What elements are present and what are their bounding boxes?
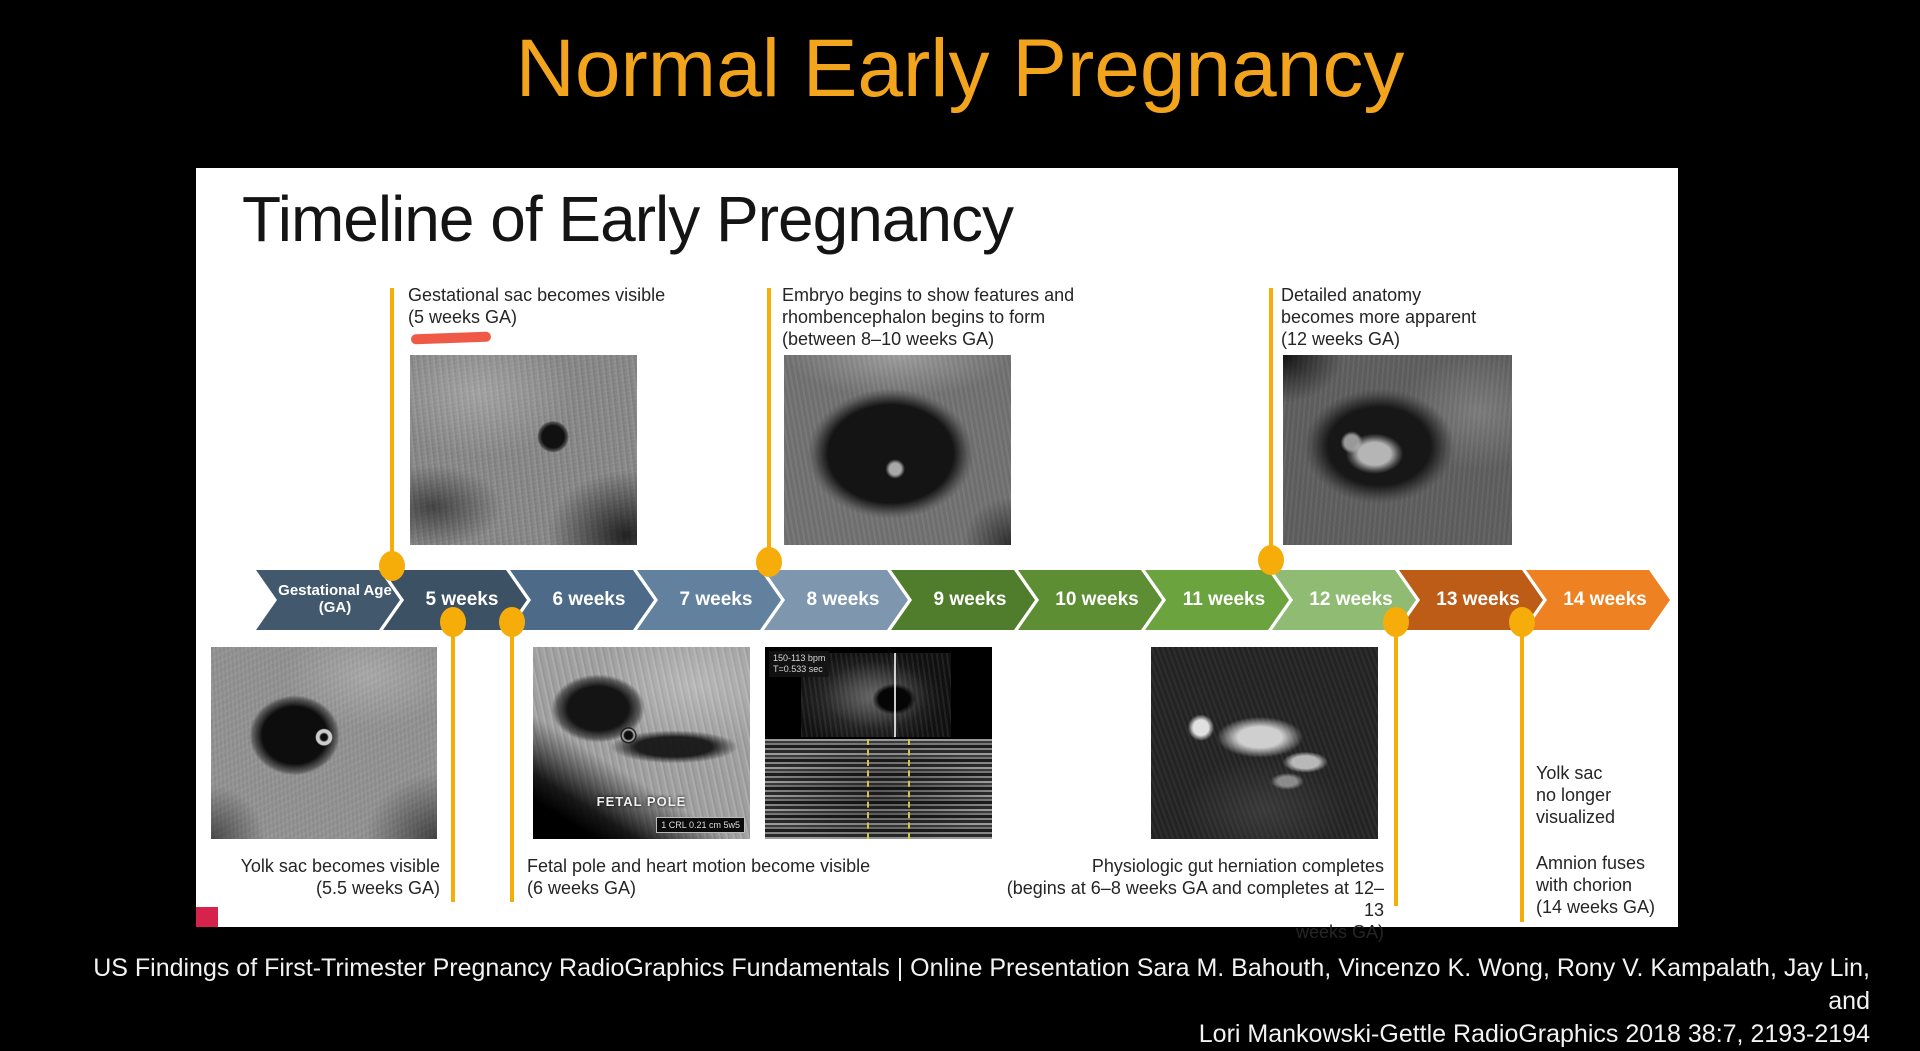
segment-label: Gestational Age (GA) <box>278 582 392 616</box>
annotation-yolk-sac-visible: Yolk sac becomes visible (5.5 weeks GA) <box>240 856 440 898</box>
connector-line-12-weeks <box>1269 288 1273 561</box>
segment-label: 14 weeks <box>1563 589 1647 611</box>
m-mode-trace <box>765 739 992 839</box>
segment-label: 6 weeks <box>552 589 626 611</box>
m-mode-caliper-2 <box>908 739 910 839</box>
panel-heading: Timeline of Early Pregnancy <box>242 183 1014 255</box>
m-mode-caliper-1 <box>867 739 870 839</box>
red-corner-mark <box>196 907 218 927</box>
marker-dot-13-weeks-bottom <box>1383 607 1409 637</box>
annotation-gestational-sac: Gestational sac becomes visible (5 weeks… <box>408 285 666 327</box>
segment-label: 5 weeks <box>425 589 499 611</box>
marker-dot-5-5-weeks-bottom <box>440 607 466 637</box>
timeline-segment-6-weeks: 6 weeks <box>510 570 654 630</box>
citation: US Findings of First-Trimester Pregnancy… <box>60 952 1870 1051</box>
marker-dot-12-weeks-top <box>1258 545 1284 575</box>
segment-label: 10 weeks <box>1055 589 1139 611</box>
segment-label: 7 weeks <box>679 589 753 611</box>
citation-line-2: Lori Mankowski-Gettle RadioGraphics 2018… <box>1198 1020 1870 1048</box>
segment-label: 13 weeks <box>1436 589 1520 611</box>
timeline-segment-11-weeks: 11 weeks <box>1145 570 1289 630</box>
connector-line-5-weeks <box>390 288 394 566</box>
marker-dot-8-weeks-top <box>756 547 782 577</box>
connector-line-yolk-sac <box>451 622 455 902</box>
segment-label: 11 weeks <box>1182 589 1266 611</box>
m-mode-cursor-line <box>894 652 897 738</box>
ultrasound-gestational-sac-image <box>410 355 637 545</box>
timeline-segment-ga: Gestational Age (GA) <box>256 570 400 630</box>
timeline-segment-7-weeks: 7 weeks <box>637 570 781 630</box>
connector-line-amnion <box>1520 622 1524 922</box>
ultrasound-12-weeks-image <box>1283 355 1512 545</box>
timeline-segment-8-weeks: 8 weeks <box>764 570 908 630</box>
annotation-embryo-features: Embryo begins to show features and rhomb… <box>782 285 1075 349</box>
slide-title: Normal Early Pregnancy <box>515 23 1405 114</box>
ultrasound-m-mode-image: 150-113 bpm T=0.533 sec <box>765 647 992 839</box>
segment-label: 12 weeks <box>1309 589 1393 611</box>
fetal-pole-measurement: 1 CRL 0.21 cm 5w5 <box>656 817 745 833</box>
marker-dot-6-weeks-bottom <box>499 607 525 637</box>
connector-line-8-weeks <box>767 288 771 563</box>
connector-line-fetal-pole <box>510 622 514 902</box>
marker-dot-5-weeks-top <box>379 551 405 581</box>
timeline-segment-9-weeks: 9 weeks <box>891 570 1035 630</box>
ultrasound-yolk-sac-image <box>211 647 437 839</box>
marker-dot-14-weeks-bottom <box>1509 607 1535 637</box>
segment-label: 9 weeks <box>933 589 1007 611</box>
segment-label: 8 weeks <box>806 589 880 611</box>
annotation-detailed-anatomy: Detailed anatomy becomes more apparent (… <box>1281 285 1477 349</box>
annotation-yolk-sac-gone: Yolk sac no longer visualized <box>1536 763 1616 827</box>
citation-line-1: US Findings of First-Trimester Pregnancy… <box>93 954 1870 1015</box>
annotation-fetal-pole: Fetal pole and heart motion become visib… <box>527 856 871 898</box>
fetal-pole-label: FETAL POLE <box>596 794 687 809</box>
ultrasound-gut-herniation-image <box>1151 647 1378 839</box>
ultrasound-fetal-pole-image: FETAL POLE 1 CRL 0.21 cm 5w5 <box>533 647 750 839</box>
ultrasound-embryo-image <box>784 355 1011 545</box>
m-mode-readout-text: 150-113 bpm T=0.533 sec <box>769 651 830 677</box>
timeline-segment-12-weeks: 12 weeks <box>1272 570 1416 630</box>
timeline-segment-10-weeks: 10 weeks <box>1018 570 1162 630</box>
annotation-gut-herniation: Physiologic gut herniation completes (be… <box>1006 856 1384 942</box>
timeline-segment-14-weeks: 14 weeks <box>1526 570 1670 630</box>
annotation-amnion-fuses: Amnion fuses with chorion (14 weeks GA) <box>1536 853 1656 917</box>
timeline-segment-13-weeks: 13 weeks <box>1399 570 1543 630</box>
connector-line-gut-herniation <box>1394 622 1398 906</box>
